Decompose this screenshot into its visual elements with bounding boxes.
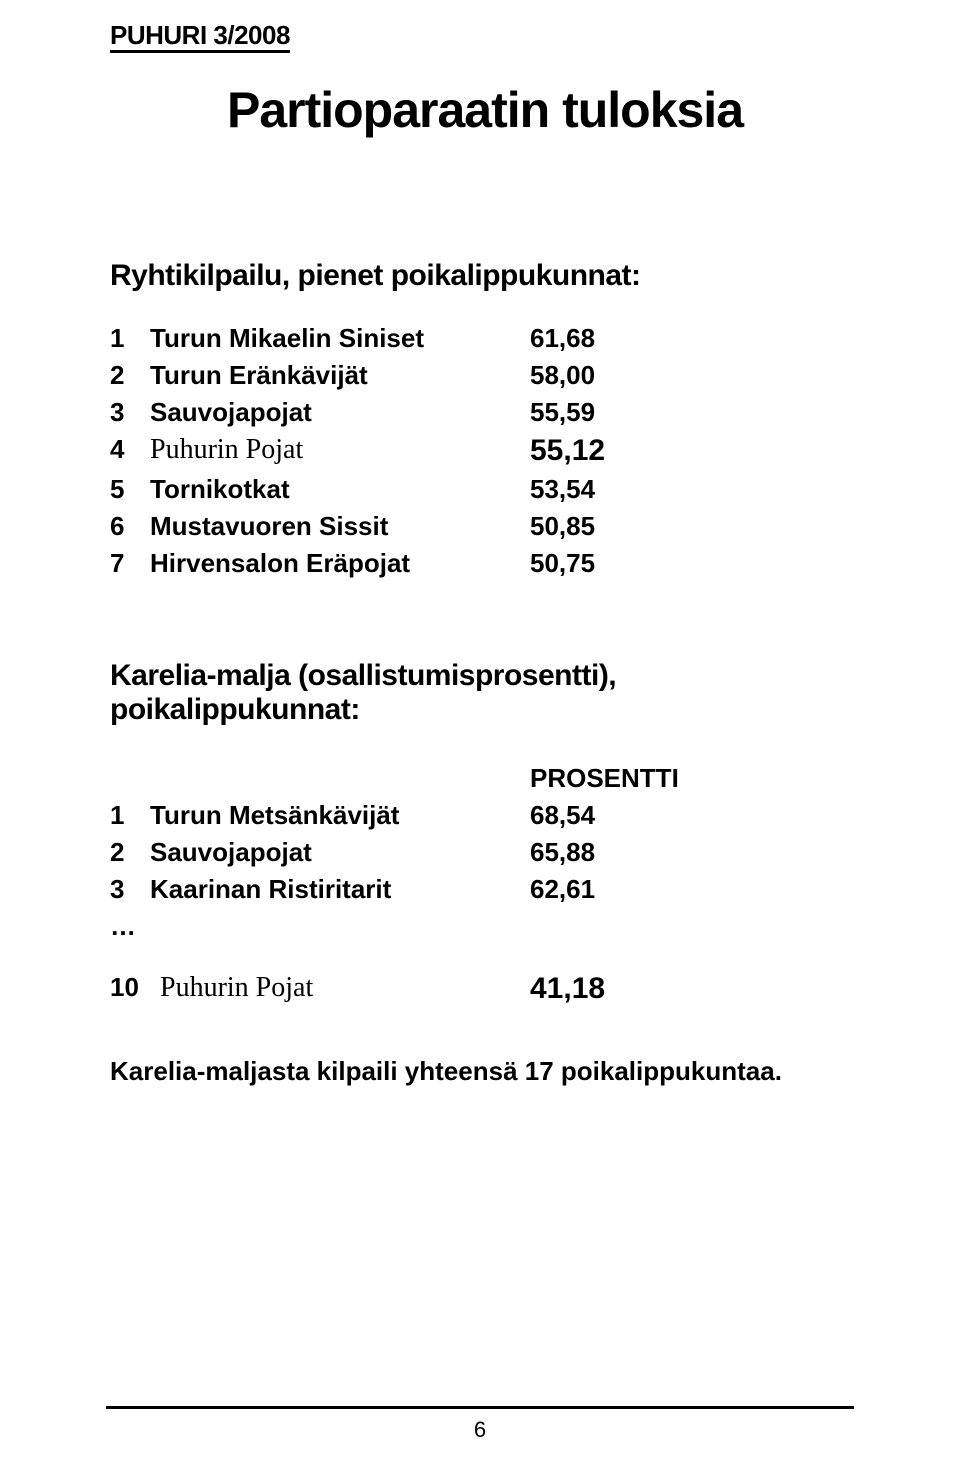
table-row-score: 55,12 (530, 434, 650, 468)
table-row-score: 50,75 (530, 548, 650, 579)
ellipsis: … (110, 911, 860, 942)
results-table-2: 1 Turun Metsänkävijät 68,54 2 Sauvojapoj… (110, 800, 860, 905)
table-row-rank: 2 (110, 837, 150, 868)
page: PUHURI 3/2008 Partioparaatin tuloksia Ry… (0, 0, 960, 1465)
section1-heading: Ryhtikilpailu, pienet poikalippukunnat: (110, 259, 860, 293)
document-header: PUHURI 3/2008 (110, 20, 860, 51)
section2-heading: Karelia-malja (osallistumisprosentti), p… (110, 659, 860, 727)
table-row-score: 62,61 (530, 874, 650, 905)
table-row-score: 65,88 (530, 837, 650, 868)
column-header-prosentti: PROSENTTI (530, 763, 860, 794)
results-row-10: 10 Puhurin Pojat 41,18 (110, 972, 860, 1006)
footnote: Karelia-maljasta kilpaili yhteensä 17 po… (110, 1056, 860, 1087)
table-row-name: Sauvojapojat (150, 837, 530, 868)
table-row-name: Puhurin Pojat (160, 972, 530, 1006)
table-row-score: 68,54 (530, 800, 650, 831)
table-row-name: Turun Eränkävijät (150, 360, 530, 391)
table-row-score: 55,59 (530, 397, 650, 428)
table-row-rank: 4 (110, 434, 150, 468)
table-row-rank: 6 (110, 511, 150, 542)
table-row-name: Turun Metsänkävijät (150, 800, 530, 831)
table-row-rank: 5 (110, 474, 150, 505)
table-row-name: Turun Mikaelin Siniset (150, 323, 530, 354)
page-title: Partioparaatin tuloksia (110, 81, 860, 139)
table-row-rank: 1 (110, 800, 150, 831)
table-row-rank: 3 (110, 874, 150, 905)
footer-divider (106, 1406, 854, 1409)
table-row-rank: 2 (110, 360, 150, 391)
results-table-1: 1 Turun Mikaelin Siniset 61,68 2 Turun E… (110, 323, 860, 579)
table-row-score: 41,18 (530, 972, 650, 1006)
table-row-name: Tornikotkat (150, 474, 530, 505)
table-row-rank: 3 (110, 397, 150, 428)
table-row-name: Hirvensalon Eräpojat (150, 548, 530, 579)
table-row-score: 58,00 (530, 360, 650, 391)
table-row-name: Mustavuoren Sissit (150, 511, 530, 542)
table-row-name: Kaarinan Ristiritarit (150, 874, 530, 905)
table-row-rank: 10 (110, 972, 160, 1006)
table-row-score: 61,68 (530, 323, 650, 354)
table-row-rank: 7 (110, 548, 150, 579)
table-row-name: Sauvojapojat (150, 397, 530, 428)
table-row-score: 50,85 (530, 511, 650, 542)
table-row-score: 53,54 (530, 474, 650, 505)
table-row-rank: 1 (110, 323, 150, 354)
table-row-name: Puhurin Pojat (150, 434, 530, 468)
page-number: 6 (0, 1417, 960, 1443)
